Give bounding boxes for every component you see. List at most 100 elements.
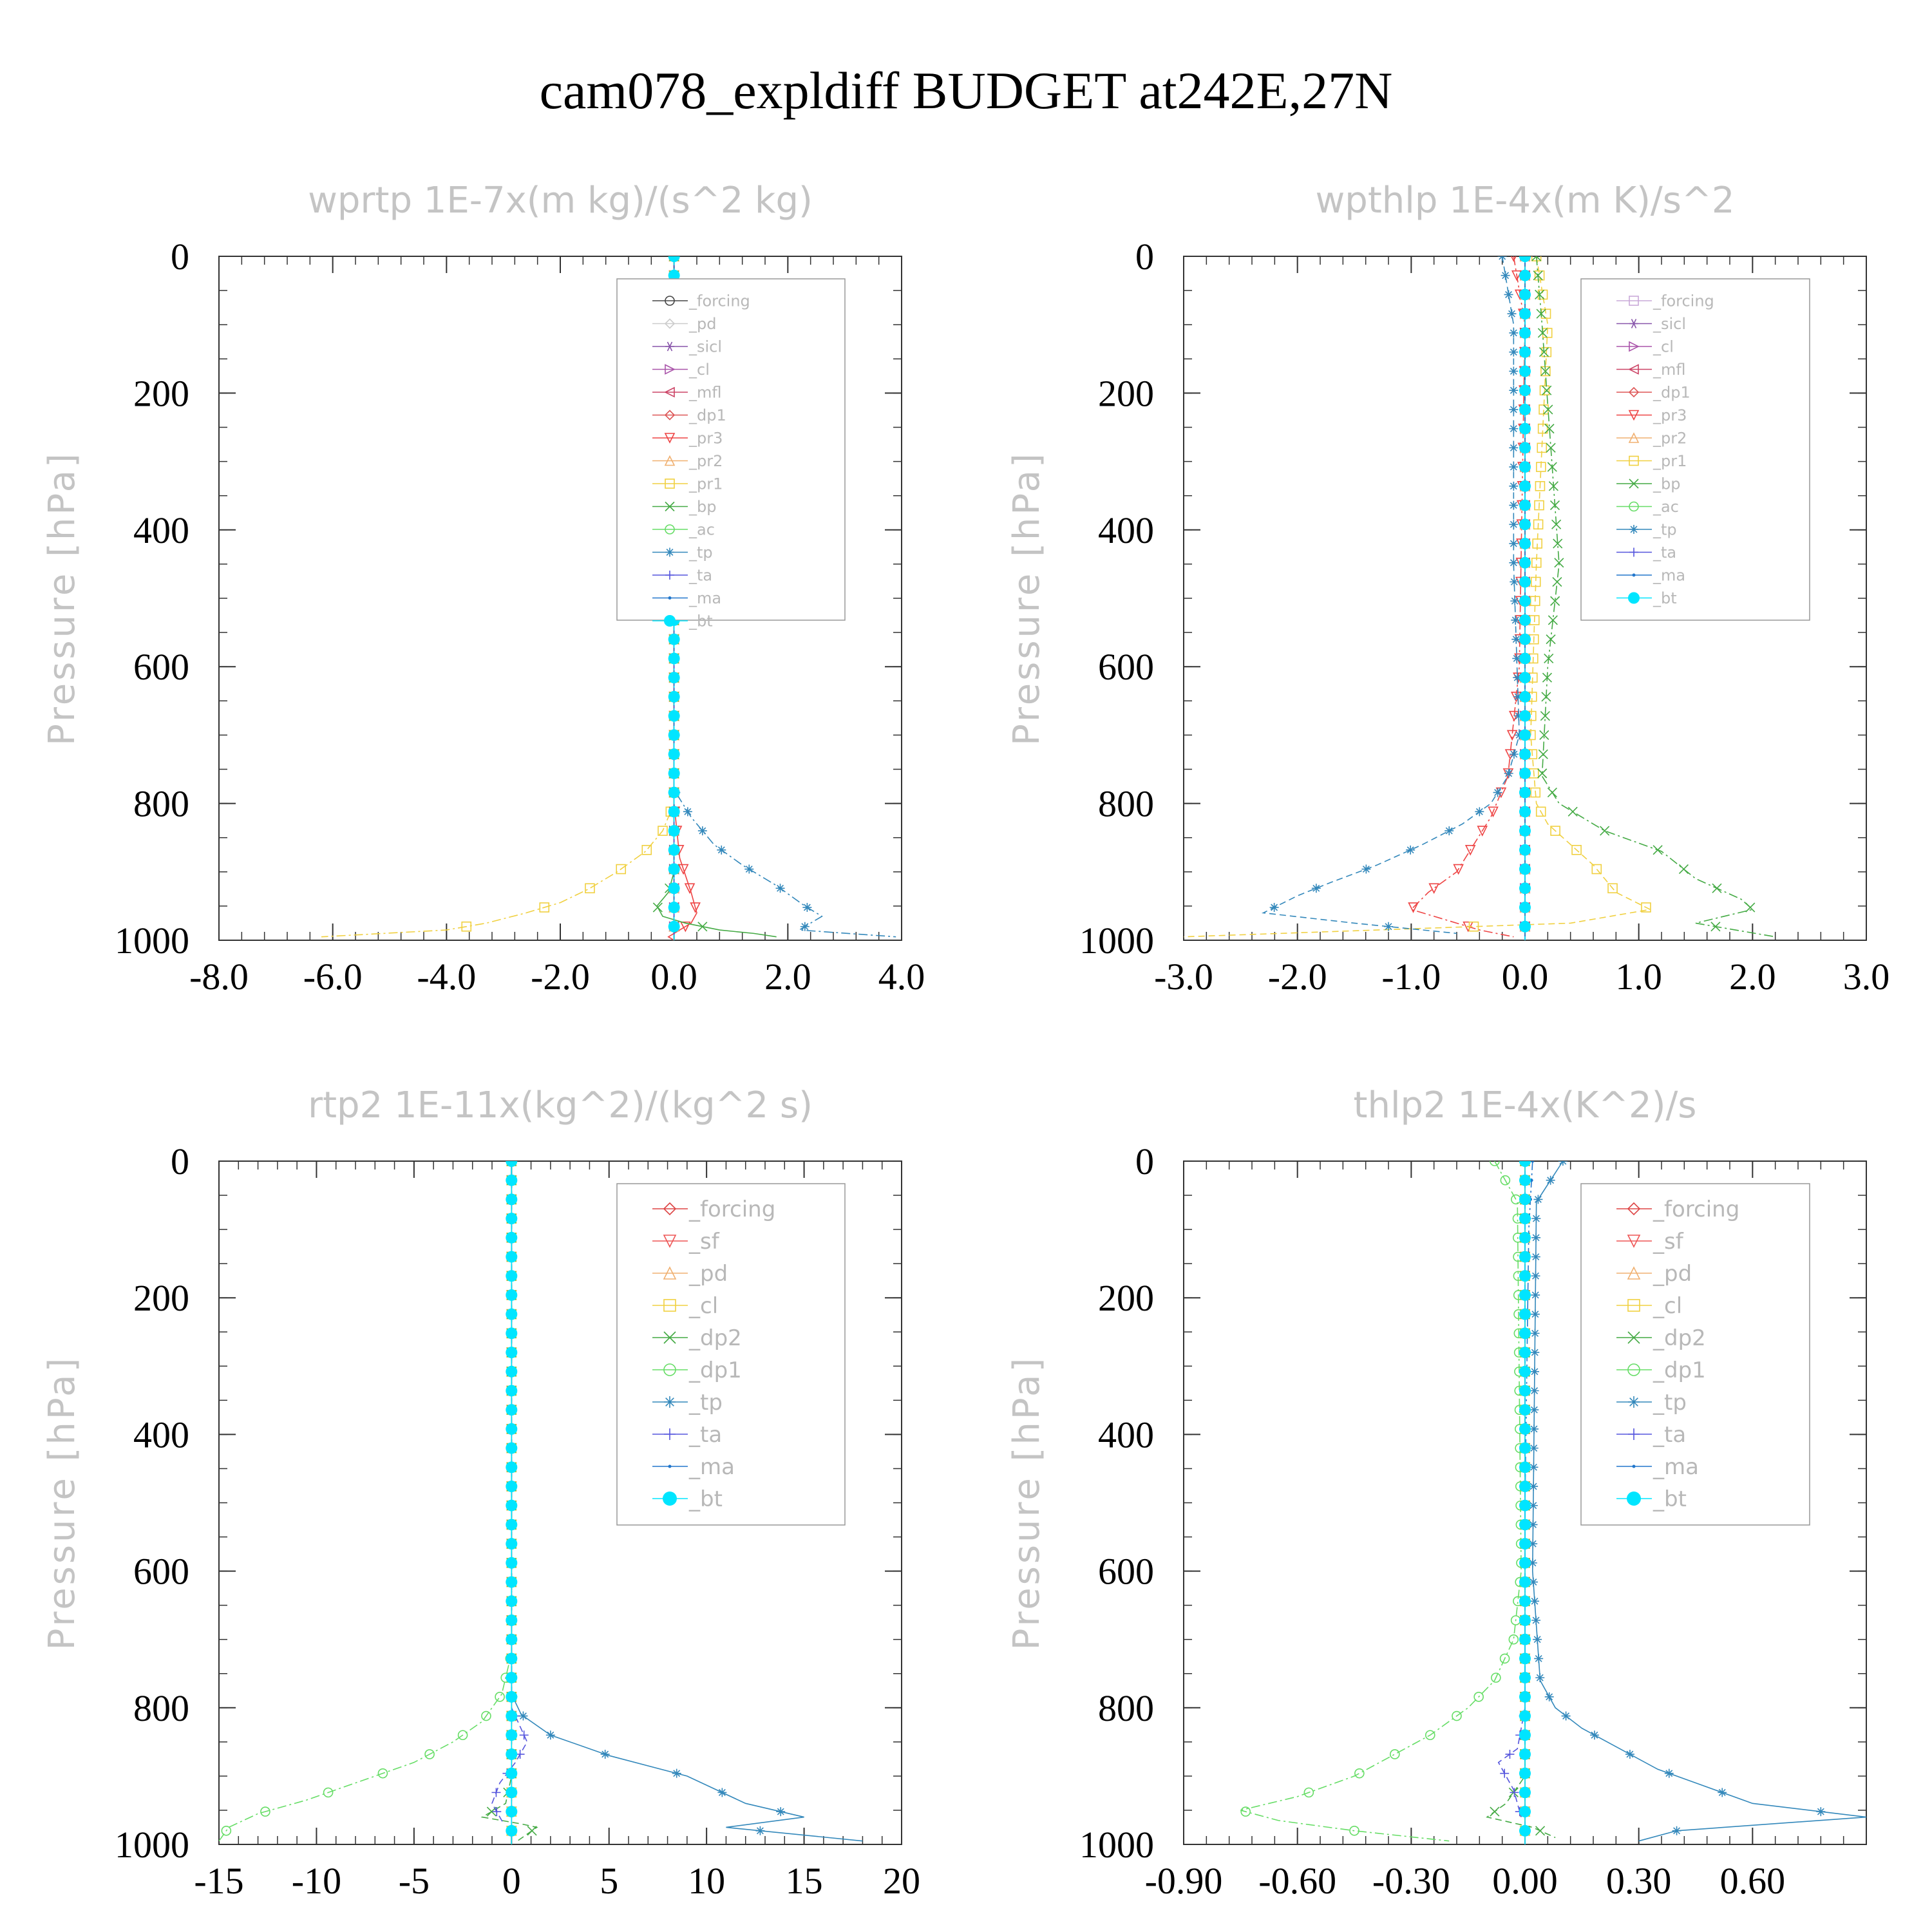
series-marker [1453,864,1464,875]
series-marker [1488,806,1499,818]
series-marker [668,729,680,741]
series-marker [506,1481,518,1493]
legend-label: _ma [1653,566,1685,584]
legend-marker [663,1202,677,1216]
legend-label: _cl [1653,1293,1682,1319]
x-tick-label: -0.90 [1145,1860,1223,1902]
legend-entry-tp: _tp [652,544,713,562]
series-marker [506,1404,518,1416]
series-marker [1519,289,1531,301]
legend-label: _dp2 [688,1325,742,1351]
series-marker [717,845,726,855]
series-marker [1533,270,1543,281]
series-marker [506,1729,518,1741]
series-marker [1542,672,1553,683]
legend-box [1580,278,1810,621]
series-marker [1509,404,1519,414]
panel-1: wprtp 1E-7x(m kg)/(s^2 kg) Pressure [hPa]… [41,180,925,998]
series-marker [1535,1673,1545,1683]
legend-marker [1629,501,1639,512]
legend-entry-mfl: _mfl [1616,361,1686,379]
series-marker [1475,807,1484,817]
series-marker [506,1806,518,1818]
series-marker [1452,1710,1462,1721]
series-marker [1558,1161,1567,1166]
series-marker [1509,558,1519,567]
series-marker [1531,1252,1540,1262]
series-marker [1548,615,1558,625]
series-marker [1531,1233,1541,1242]
series-marker [506,1710,518,1722]
series-marker [668,863,680,875]
series-marker [1519,1557,1531,1569]
series-marker [506,1538,518,1550]
legend-marker [1632,1464,1636,1468]
legend: _forcing _pd _sicl _cl _mfl _dp1 _pr3 _pr2 _pr1 _… [616,278,846,630]
series-marker [1519,1193,1531,1206]
series-marker [1510,577,1519,587]
legend-marker [1629,455,1639,466]
series-marker [1408,902,1419,913]
series-marker [1519,256,1531,262]
series-marker [1519,1251,1531,1263]
legend-label: _bt [1653,1486,1687,1512]
series-marker [690,902,701,913]
series-marker [1519,499,1531,511]
series-marker [1534,500,1544,511]
series-marker [1607,883,1618,894]
series-marker [668,806,680,818]
legend-label: _cl [688,361,710,379]
legend-marker [1627,1299,1640,1312]
legend-label: _dp1 [1653,1358,1706,1383]
plot-area [219,1161,863,1844]
series-marker [1530,576,1541,587]
series-marker [519,1730,529,1740]
legend-label: _tp [1653,520,1677,538]
series-marker [1664,1768,1674,1778]
series-marker [1531,256,1542,261]
y-tick-label: 400 [1098,1414,1154,1455]
series-marker [1509,750,1519,759]
y-tick-label: 0 [1135,236,1154,278]
series-marker [1464,845,1476,856]
series-marker [641,845,652,855]
series-marker [1519,786,1531,799]
x-tick-label: 2.0 [764,956,811,998]
legend-marker [665,501,675,512]
series-marker [1529,1463,1539,1472]
legend-entry-ac: _ac [652,520,715,538]
series-marker [1501,270,1510,280]
series-marker [1519,1404,1531,1416]
series-tp [1528,1161,1866,1842]
series-marker [506,1251,518,1263]
x-tick-label: 4.0 [878,956,925,998]
series-marker [1542,385,1552,395]
series-marker [1537,768,1548,779]
legend-marker [1629,319,1638,328]
series-marker [1519,863,1531,875]
series-marker [1500,1768,1510,1778]
x-tick-label: 0.0 [650,956,697,998]
x-tick-label: -8.0 [189,956,249,998]
series-marker [668,920,680,933]
series-marker [1530,1424,1539,1434]
series-marker [1546,1175,1555,1185]
series-marker [1546,442,1556,453]
series-marker [776,1807,786,1817]
series-marker [1519,1442,1531,1454]
series-marker [1519,614,1531,626]
series-marker [1519,1289,1531,1301]
series-marker [1354,1768,1365,1779]
series-marker [1548,481,1558,491]
y-axis-label: Pressure [hPa] [41,1356,83,1651]
legend-marker [665,547,674,557]
series-marker [668,882,680,895]
series-marker [1519,576,1531,588]
series-marker [506,1231,518,1244]
series-marker [1311,884,1321,893]
legend-label: _cl [1653,337,1674,355]
series-marker [506,1270,518,1282]
series-marker [260,1806,270,1817]
series-marker [1552,576,1562,587]
